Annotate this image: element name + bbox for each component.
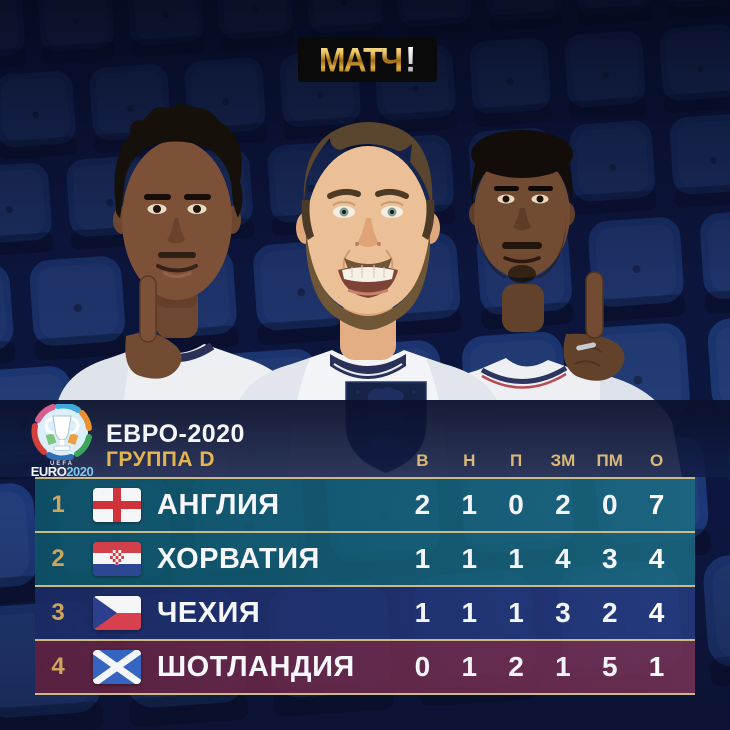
stat-wins: 0 — [414, 651, 431, 682]
team-stats: 0 1 2 1 5 1 — [399, 641, 680, 693]
col-header-goals-against: ПМ — [596, 451, 623, 470]
column-headers: В Н П ЗМ ПМ О — [399, 452, 680, 469]
euro2020-wordmark: EURO2020 — [30, 464, 94, 479]
stat-losses: 1 — [508, 597, 524, 628]
tournament-title: ЕВРО-2020 — [106, 420, 245, 448]
col-header-losses: П — [509, 451, 523, 470]
team-name: ШОТЛАНДИЯ — [157, 651, 355, 683]
stat-goals-against: 2 — [601, 597, 618, 628]
team-name: ЧЕХИЯ — [157, 597, 261, 629]
position-number: 3 — [51, 599, 65, 626]
stat-goals-for: 4 — [555, 543, 571, 574]
table-row-england: 1 АНГЛИЯ 2 1 0 2 0 7 — [35, 477, 695, 531]
czech-republic-flag-icon — [93, 596, 141, 630]
col-header-points: О — [649, 451, 664, 470]
stat-draws: 1 — [461, 489, 478, 520]
stat-wins: 2 — [414, 489, 431, 520]
match-tv-logo: МАТЧ ! — [298, 37, 437, 82]
stat-losses: 1 — [508, 543, 524, 574]
stat-draws: 1 — [461, 597, 478, 628]
stat-goals-against: 3 — [601, 543, 618, 574]
standings-table: 1 АНГЛИЯ 2 1 0 2 0 7 2 — [35, 477, 695, 695]
team-name: АНГЛИЯ — [157, 489, 280, 521]
stat-draws: 1 — [461, 543, 478, 574]
stat-goals-for: 2 — [555, 489, 571, 520]
stat-points: 4 — [648, 543, 665, 574]
euro2020-badge-icon — [31, 404, 92, 460]
uefa-label: UEFA — [49, 461, 74, 467]
team-stats: 1 1 1 3 2 4 — [399, 587, 680, 639]
stat-wins: 1 — [414, 543, 431, 574]
stat-goals-against: 5 — [601, 651, 618, 682]
position-number: 4 — [51, 653, 65, 680]
position-number: 1 — [51, 491, 65, 518]
england-flag-icon — [93, 488, 141, 522]
stat-draws: 1 — [461, 651, 478, 682]
scotland-flag-icon — [93, 650, 141, 684]
euro2020-logo: UEFA EURO2020 — [20, 404, 104, 479]
col-header-goals-for: ЗМ — [550, 451, 576, 470]
stat-goals-for: 3 — [555, 597, 571, 628]
team-stats: 1 1 1 4 3 4 — [399, 533, 680, 585]
col-header-wins: В — [416, 451, 429, 470]
table-row-czech-republic: 3 ЧЕХИЯ 1 1 1 3 2 4 — [35, 585, 695, 639]
croatia-flag-icon — [93, 542, 141, 576]
stat-wins: 1 — [414, 597, 431, 628]
stat-losses: 0 — [508, 489, 524, 520]
header-band: UEFA EURO2020 ЕВРО-2020 ГРУППА D В Н П З… — [0, 400, 730, 479]
col-header-draws: Н — [463, 451, 476, 470]
match-tv-wordmark: МАТЧ — [318, 40, 403, 79]
stat-losses: 2 — [508, 651, 524, 682]
position-number: 2 — [51, 545, 65, 572]
team-stats: 2 1 0 2 0 7 — [399, 479, 680, 531]
stat-points: 4 — [648, 597, 665, 628]
table-row-scotland: 4 ШОТЛАНДИЯ 0 1 2 1 5 1 — [35, 639, 695, 693]
match-tv-exclamation: ! — [405, 39, 417, 80]
stat-goals-against: 0 — [601, 489, 618, 520]
stat-goals-for: 1 — [555, 651, 571, 682]
stat-points: 7 — [648, 489, 665, 520]
table-row-croatia: 2 ХОРВАТИЯ — [35, 531, 695, 585]
stat-points: 1 — [648, 651, 665, 682]
team-name: ХОРВАТИЯ — [157, 543, 320, 575]
group-subtitle: ГРУППА D — [106, 448, 216, 471]
